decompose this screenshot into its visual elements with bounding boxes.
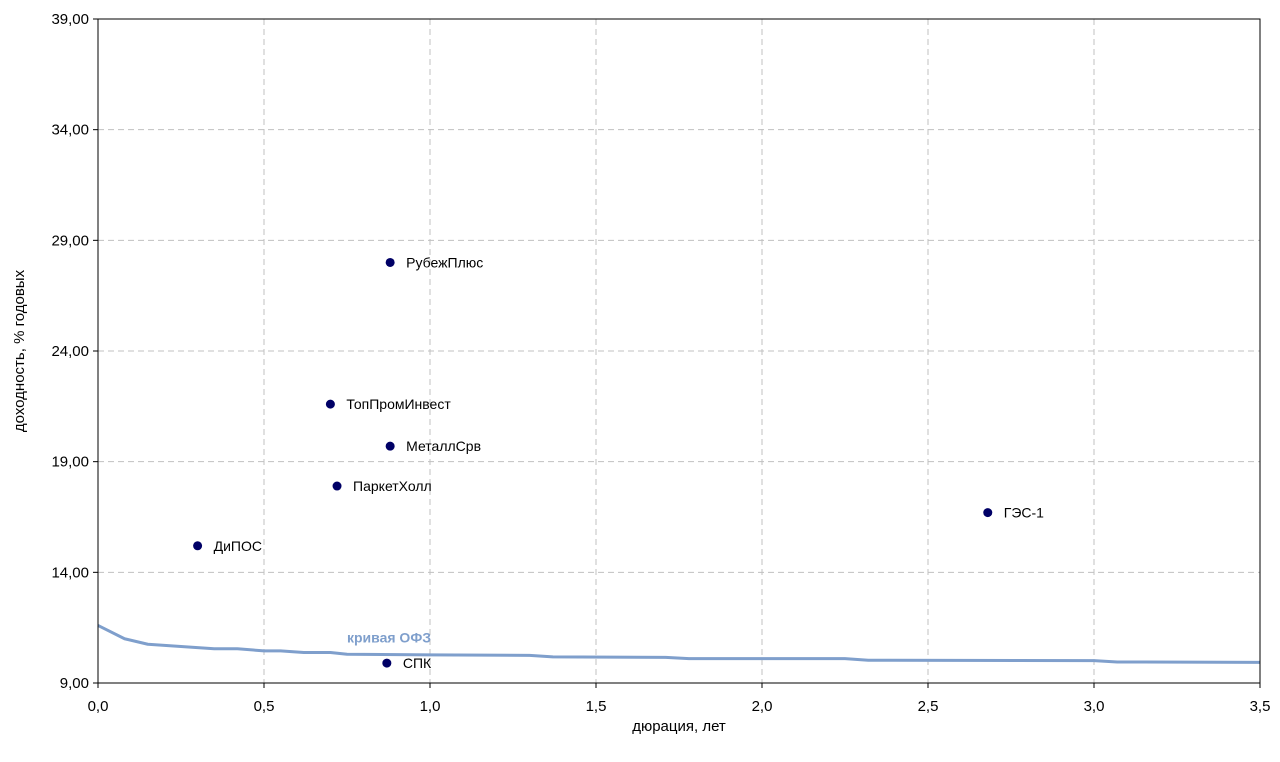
data-point [332, 481, 342, 491]
ofz-curve-group: кривая ОФЗ [97, 624, 1261, 664]
x-tick-label: 1,5 [586, 698, 607, 715]
data-point-label: СПК [403, 655, 432, 671]
axis-ticks: 0,0 0,5 1,0 1,5 2,0 2,5 3,0 3,5 9,00 14,00 19,00 24… [51, 11, 1270, 715]
x-axis-title: дюрация, лет [632, 718, 726, 735]
data-point [385, 441, 395, 451]
x-tick-label: 3,5 [1250, 698, 1271, 715]
ofz-curve-label: кривая ОФЗ [347, 630, 431, 646]
data-point-label: ТопПромИнвест [346, 396, 451, 412]
data-point [385, 257, 395, 267]
y-tick-label: 19,00 [51, 454, 89, 471]
x-tick-label: 0,5 [254, 698, 275, 715]
x-tick-label: 1,0 [420, 698, 441, 715]
y-tick-label: 29,00 [51, 232, 89, 249]
x-tick-label: 2,5 [918, 698, 939, 715]
y-tick-label: 14,00 [51, 564, 89, 581]
x-tick-label: 2,0 [752, 698, 773, 715]
data-point [382, 658, 392, 668]
y-axis-title: доходность, % годовых [11, 269, 28, 432]
data-point-label: МеталлСрв [406, 438, 481, 454]
data-point [193, 541, 203, 551]
y-tick-label: 9,00 [60, 675, 89, 692]
grid-lines [98, 19, 1260, 683]
x-tick-label: 3,0 [1084, 698, 1105, 715]
data-point [983, 508, 993, 518]
x-tick-label: 0,0 [88, 698, 109, 715]
y-tick-label: 24,00 [51, 343, 89, 360]
data-points: РубежПлюс ТопПромИнвест МеталлСрв ПаркетХол… [193, 254, 1044, 671]
data-point [325, 399, 335, 409]
data-point-label: ГЭС-1 [1004, 505, 1044, 521]
data-point-label: РубежПлюс [406, 254, 483, 270]
y-tick-label: 39,00 [51, 11, 89, 28]
y-tick-label: 34,00 [51, 122, 89, 139]
data-point-label: ДиПОС [214, 538, 262, 554]
data-point-label: ПаркетХолл [353, 478, 432, 494]
ofz-curve-line [97, 624, 1261, 664]
